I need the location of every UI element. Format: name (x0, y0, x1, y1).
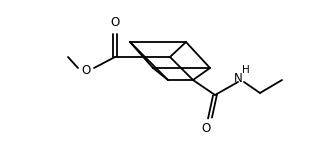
Text: H: H (242, 65, 250, 75)
Text: O: O (201, 122, 211, 134)
Text: O: O (81, 63, 91, 77)
Text: N: N (234, 71, 242, 85)
Text: O: O (110, 16, 120, 28)
